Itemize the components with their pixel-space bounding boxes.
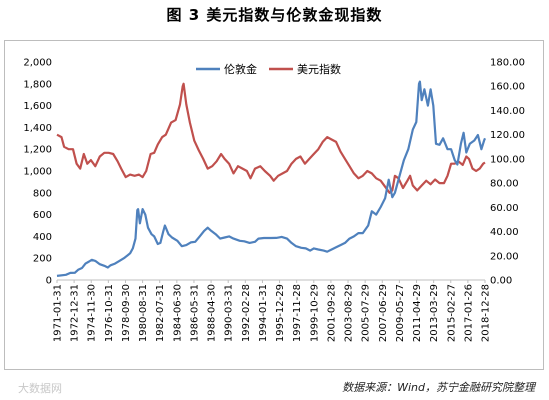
left-y-tick-label: 1,800 <box>23 79 52 90</box>
x-tick-label: 1994-01-31 <box>258 284 269 342</box>
left-y-axis-tick-labels: 0 200 400 600 800 1,000 1,200 1,400 1,600 1,800 2,… <box>23 58 52 287</box>
left-y-tick-label: 2,000 <box>23 58 52 69</box>
right-y-tick-label: 180.00 <box>490 58 525 69</box>
left-y-tick-label: 800 <box>33 188 52 199</box>
right-y-tick-label: 140.00 <box>490 106 525 117</box>
chart-frame <box>4 40 544 370</box>
x-tick-label: 1974-11-30 <box>87 284 98 342</box>
x-tick-label: 2001-09-28 <box>326 284 337 342</box>
x-tick-label: 2018-12-28 <box>481 284 492 342</box>
legend-label-london-gold: 伦敦金 <box>224 62 257 76</box>
x-tick-label: 1992-02-28 <box>241 284 252 342</box>
x-tick-label: 1980-08-31 <box>138 284 149 342</box>
x-tick-label: 1971-01-31 <box>53 284 64 342</box>
series-lines <box>56 80 487 277</box>
x-tick-label: 1978-09-30 <box>121 284 132 342</box>
left-y-tick-label: 600 <box>33 210 52 221</box>
x-tick-label: 2011-04-29 <box>412 284 423 342</box>
legend-label-dollar-index: 美元指数 <box>297 62 341 76</box>
x-tick-label: 1997-11-28 <box>292 284 303 342</box>
left-y-tick-label: 1,400 <box>23 123 52 134</box>
chart-title: 图 3 美元指数与伦敦金现指数 <box>166 6 383 24</box>
left-y-tick-label: 400 <box>33 232 52 243</box>
x-axis-tick-labels: 1971-01-31 1972-12-31 1974-11-30 1976-10-31… <box>53 280 492 342</box>
left-y-tick-label: 1,600 <box>23 101 52 112</box>
right-y-tick-label: 40.00 <box>490 227 519 238</box>
series-line-dollar-index <box>56 82 486 194</box>
x-tick-label: 2017-01-26 <box>463 284 474 342</box>
right-y-tick-label: 60.00 <box>490 203 519 214</box>
watermark: 大数据网 <box>18 382 62 395</box>
x-tick-label: 1995-12-29 <box>275 284 286 342</box>
x-tick-label: 2003-08-29 <box>344 284 355 342</box>
legend: 伦敦金 美元指数 <box>196 62 341 76</box>
right-y-tick-label: 80.00 <box>490 179 519 190</box>
x-tick-label: 1986-05-31 <box>189 284 200 342</box>
right-y-axis-tick-labels: 0.00 20.00 40.00 60.00 80.00 100.00 120.00 140.… <box>490 58 525 287</box>
right-y-tick-label: 120.00 <box>490 130 525 141</box>
series-line-london-gold <box>56 80 487 277</box>
source-note: 数据来源：Wind，苏宁金融研究院整理 <box>342 381 535 394</box>
left-y-tick-label: 1,000 <box>23 167 52 178</box>
x-tick-label: 1990-03-31 <box>224 284 235 342</box>
left-y-tick-label: 200 <box>33 254 52 265</box>
x-tick-label: 1972-12-31 <box>70 284 81 342</box>
x-tick-label: 2005-07-29 <box>361 284 372 342</box>
x-tick-label: 1976-10-31 <box>104 284 115 342</box>
right-y-tick-label: 20.00 <box>490 251 519 262</box>
x-tick-label: 1988-04-30 <box>207 284 218 342</box>
left-y-tick-label: 1,200 <box>23 145 52 156</box>
x-tick-label: 1984-06-30 <box>172 284 183 342</box>
x-tick-label: 2009-05-27 <box>395 284 406 342</box>
x-tick-label: 2015-02-27 <box>446 284 457 342</box>
x-tick-label: 1982-07-31 <box>155 284 166 342</box>
x-tick-label: 1999-10-29 <box>309 284 320 342</box>
x-tick-label: 2013-03-29 <box>429 284 440 342</box>
x-tick-label: 2007-06-29 <box>378 284 389 342</box>
right-y-tick-label: 160.00 <box>490 82 525 93</box>
right-y-tick-label: 100.00 <box>490 154 525 165</box>
right-y-tick-label: 0.00 <box>490 276 512 287</box>
left-y-tick-label: 0 <box>46 276 52 287</box>
